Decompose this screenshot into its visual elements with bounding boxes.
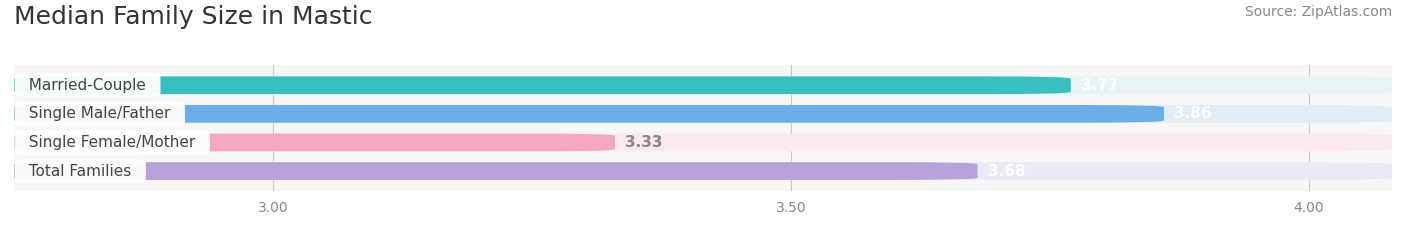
FancyBboxPatch shape — [14, 76, 1071, 94]
Text: 3.86: 3.86 — [1174, 106, 1212, 121]
FancyBboxPatch shape — [14, 134, 614, 151]
FancyBboxPatch shape — [14, 105, 1164, 123]
FancyBboxPatch shape — [14, 162, 977, 180]
FancyBboxPatch shape — [14, 105, 1392, 123]
Text: 3.33: 3.33 — [626, 135, 662, 150]
Text: 3.68: 3.68 — [988, 164, 1025, 178]
Text: Married-Couple: Married-Couple — [20, 78, 156, 93]
Text: Median Family Size in Mastic: Median Family Size in Mastic — [14, 5, 373, 29]
FancyBboxPatch shape — [14, 134, 1392, 151]
Text: Single Female/Mother: Single Female/Mother — [20, 135, 205, 150]
Text: Single Male/Father: Single Male/Father — [20, 106, 180, 121]
Text: 3.77: 3.77 — [1081, 78, 1119, 93]
Text: Total Families: Total Families — [20, 164, 141, 178]
Text: Source: ZipAtlas.com: Source: ZipAtlas.com — [1244, 5, 1392, 19]
FancyBboxPatch shape — [14, 76, 1392, 94]
FancyBboxPatch shape — [14, 162, 1392, 180]
